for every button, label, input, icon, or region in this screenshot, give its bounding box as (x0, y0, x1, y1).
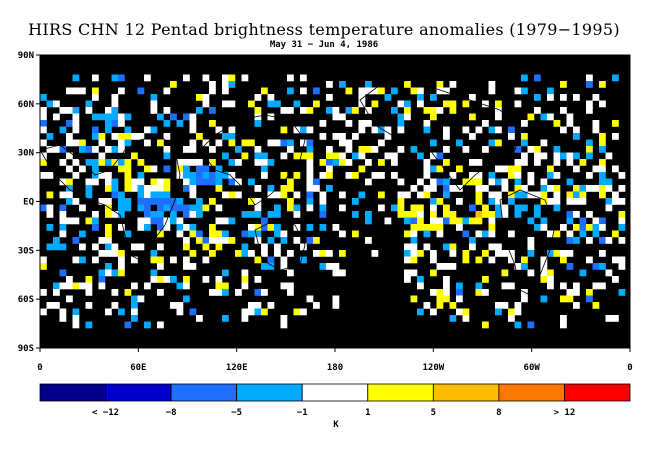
colorbar-label: −8 (166, 408, 177, 418)
x-tick-label: 120E (226, 363, 248, 373)
y-axis: 90N 60N 30N EQ 30S 60S 90S (18, 51, 40, 354)
x-tick-label: 0 (37, 363, 42, 373)
coastline (199, 114, 306, 206)
coastline (254, 219, 306, 271)
coastlines (39, 79, 556, 296)
colorbar-label: 5 (431, 408, 436, 418)
colorbar-swatch (170, 383, 238, 402)
y-tick-label: 90N (18, 51, 34, 61)
colorbar-swatch (367, 383, 434, 402)
colorbar: < −12 −8 −5 −1 1 5 8 > 12 (39, 383, 631, 418)
y-tick-label: 60N (18, 100, 34, 110)
y-tick-label: 90S (18, 344, 34, 354)
map-subtitle: May 31 − Jun 4, 1986 (269, 40, 379, 50)
colorbar-label: −1 (297, 408, 308, 418)
colorbar-label: −5 (231, 408, 242, 418)
colorbar-swatch (432, 383, 500, 402)
colorbar-swatch (105, 383, 172, 402)
x-tick-label: 180 (327, 363, 343, 373)
colorbar-swatch (498, 383, 565, 402)
colorbar-swatch (39, 383, 106, 402)
x-tick-label: 60W (524, 363, 541, 373)
y-tick-label: EQ (23, 198, 34, 208)
colorbar-label: 8 (496, 408, 501, 418)
map-title: HIRS CHN 12 Pentad brightness temperatur… (28, 20, 620, 39)
colorbar-label: 1 (365, 408, 370, 418)
colorbar-swatch (564, 383, 631, 402)
y-tick-label: 60S (18, 295, 34, 305)
colorbar-label: > 12 (554, 408, 576, 418)
colorbar-swatch (236, 383, 303, 402)
coastline (499, 189, 556, 296)
x-tick-label: 120W (422, 363, 444, 373)
x-tick-label: 0 (627, 363, 632, 373)
x-tick-label: 60E (130, 363, 146, 373)
y-tick-label: 30N (18, 149, 34, 159)
anomaly-cells (40, 74, 626, 329)
coastline (39, 134, 181, 261)
colorbar-swatch (301, 383, 369, 402)
colorbar-unit: K (333, 420, 339, 430)
colorbar-label: < −12 (92, 408, 119, 418)
coastline (359, 79, 521, 191)
y-tick-label: 30S (18, 246, 34, 256)
x-axis: 0 60E 120E 180 120W 60W 0 (37, 348, 633, 373)
